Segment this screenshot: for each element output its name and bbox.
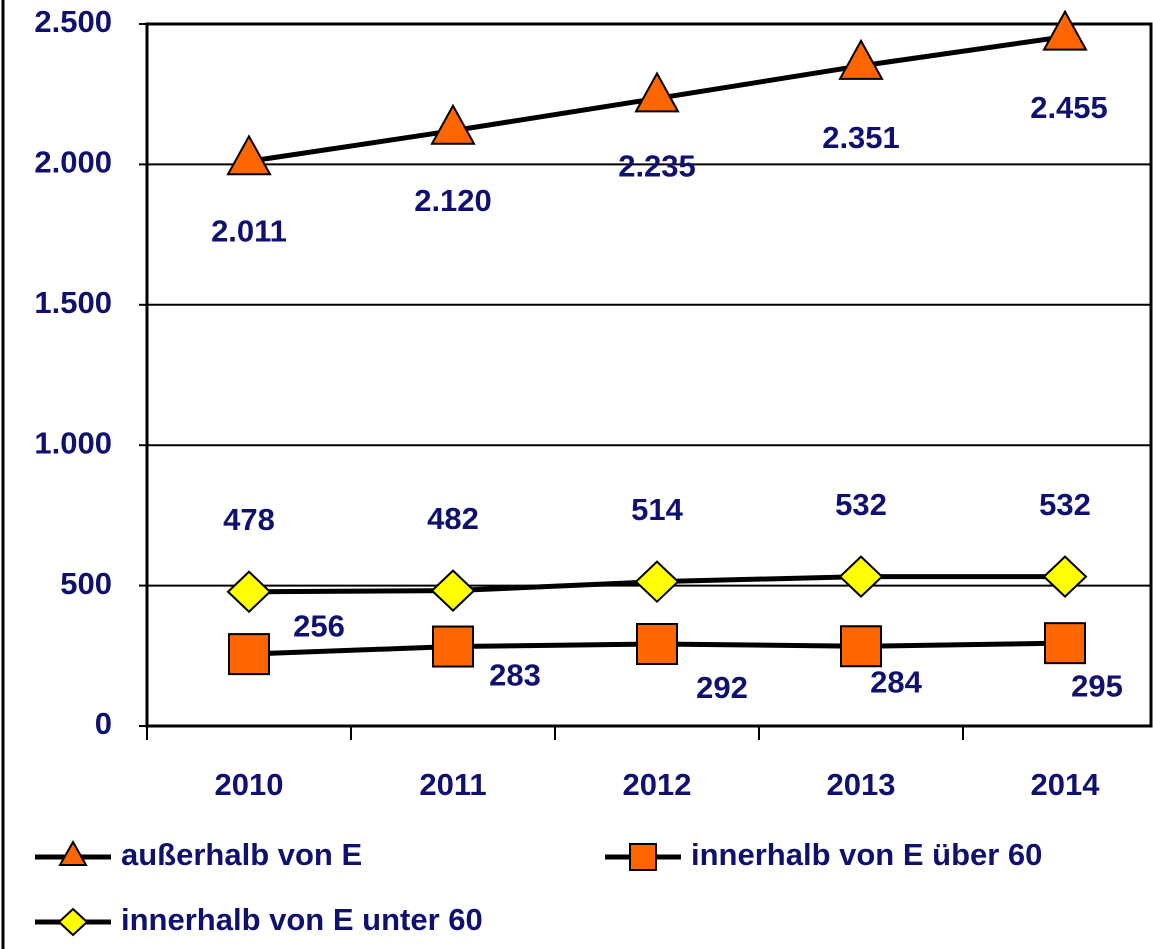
data-point xyxy=(838,38,884,80)
data-point xyxy=(226,570,272,614)
data-point xyxy=(634,71,680,113)
y-tick-label: 2.500 xyxy=(34,4,112,39)
data-label: 2.351 xyxy=(822,120,900,155)
legend-marker xyxy=(58,839,88,866)
data-label: 2.235 xyxy=(618,149,696,184)
data-point xyxy=(432,625,474,668)
x-tick-label: 2010 xyxy=(215,767,284,802)
data-label: 292 xyxy=(696,670,748,705)
data-label: 2.455 xyxy=(1030,90,1108,125)
data-point xyxy=(1042,9,1088,51)
plot-frame xyxy=(145,22,1153,728)
data-point xyxy=(1044,622,1086,665)
legend-label: außerhalb von E xyxy=(121,837,362,872)
data-point xyxy=(430,103,476,145)
data-point xyxy=(228,633,270,676)
data-label: 284 xyxy=(870,664,922,699)
legend-marker xyxy=(629,843,657,871)
data-label: 2.120 xyxy=(414,183,492,218)
data-label: 256 xyxy=(293,608,345,643)
data-point xyxy=(636,623,678,666)
y-tick-label: 1.500 xyxy=(34,285,112,320)
data-label: 478 xyxy=(223,502,275,537)
legend-marker xyxy=(57,907,89,937)
x-tick-label: 2013 xyxy=(827,767,896,802)
data-point xyxy=(838,555,884,598)
data-label: 532 xyxy=(1039,487,1091,522)
legend-label: innerhalb von E über 60 xyxy=(691,837,1042,872)
x-tick-label: 2011 xyxy=(419,767,486,802)
data-label: 295 xyxy=(1071,668,1123,703)
x-tick-label: 2014 xyxy=(1031,767,1101,802)
data-point xyxy=(430,569,476,613)
data-point xyxy=(634,560,680,604)
data-point xyxy=(226,134,272,176)
legend-label: innerhalb von E unter 60 xyxy=(121,902,483,937)
data-label: 482 xyxy=(427,501,479,536)
data-label: 532 xyxy=(835,487,887,522)
data-label: 283 xyxy=(489,658,541,693)
y-tick-label: 0 xyxy=(95,706,112,741)
data-point xyxy=(1042,555,1088,598)
data-label: 514 xyxy=(631,492,683,527)
y-tick-label: 1.000 xyxy=(34,425,112,460)
y-tick-label: 2.000 xyxy=(34,145,112,180)
data-point xyxy=(840,625,882,668)
x-tick-label: 2012 xyxy=(623,767,692,802)
data-label: 2.011 xyxy=(211,213,287,248)
y-tick-label: 500 xyxy=(60,566,112,601)
